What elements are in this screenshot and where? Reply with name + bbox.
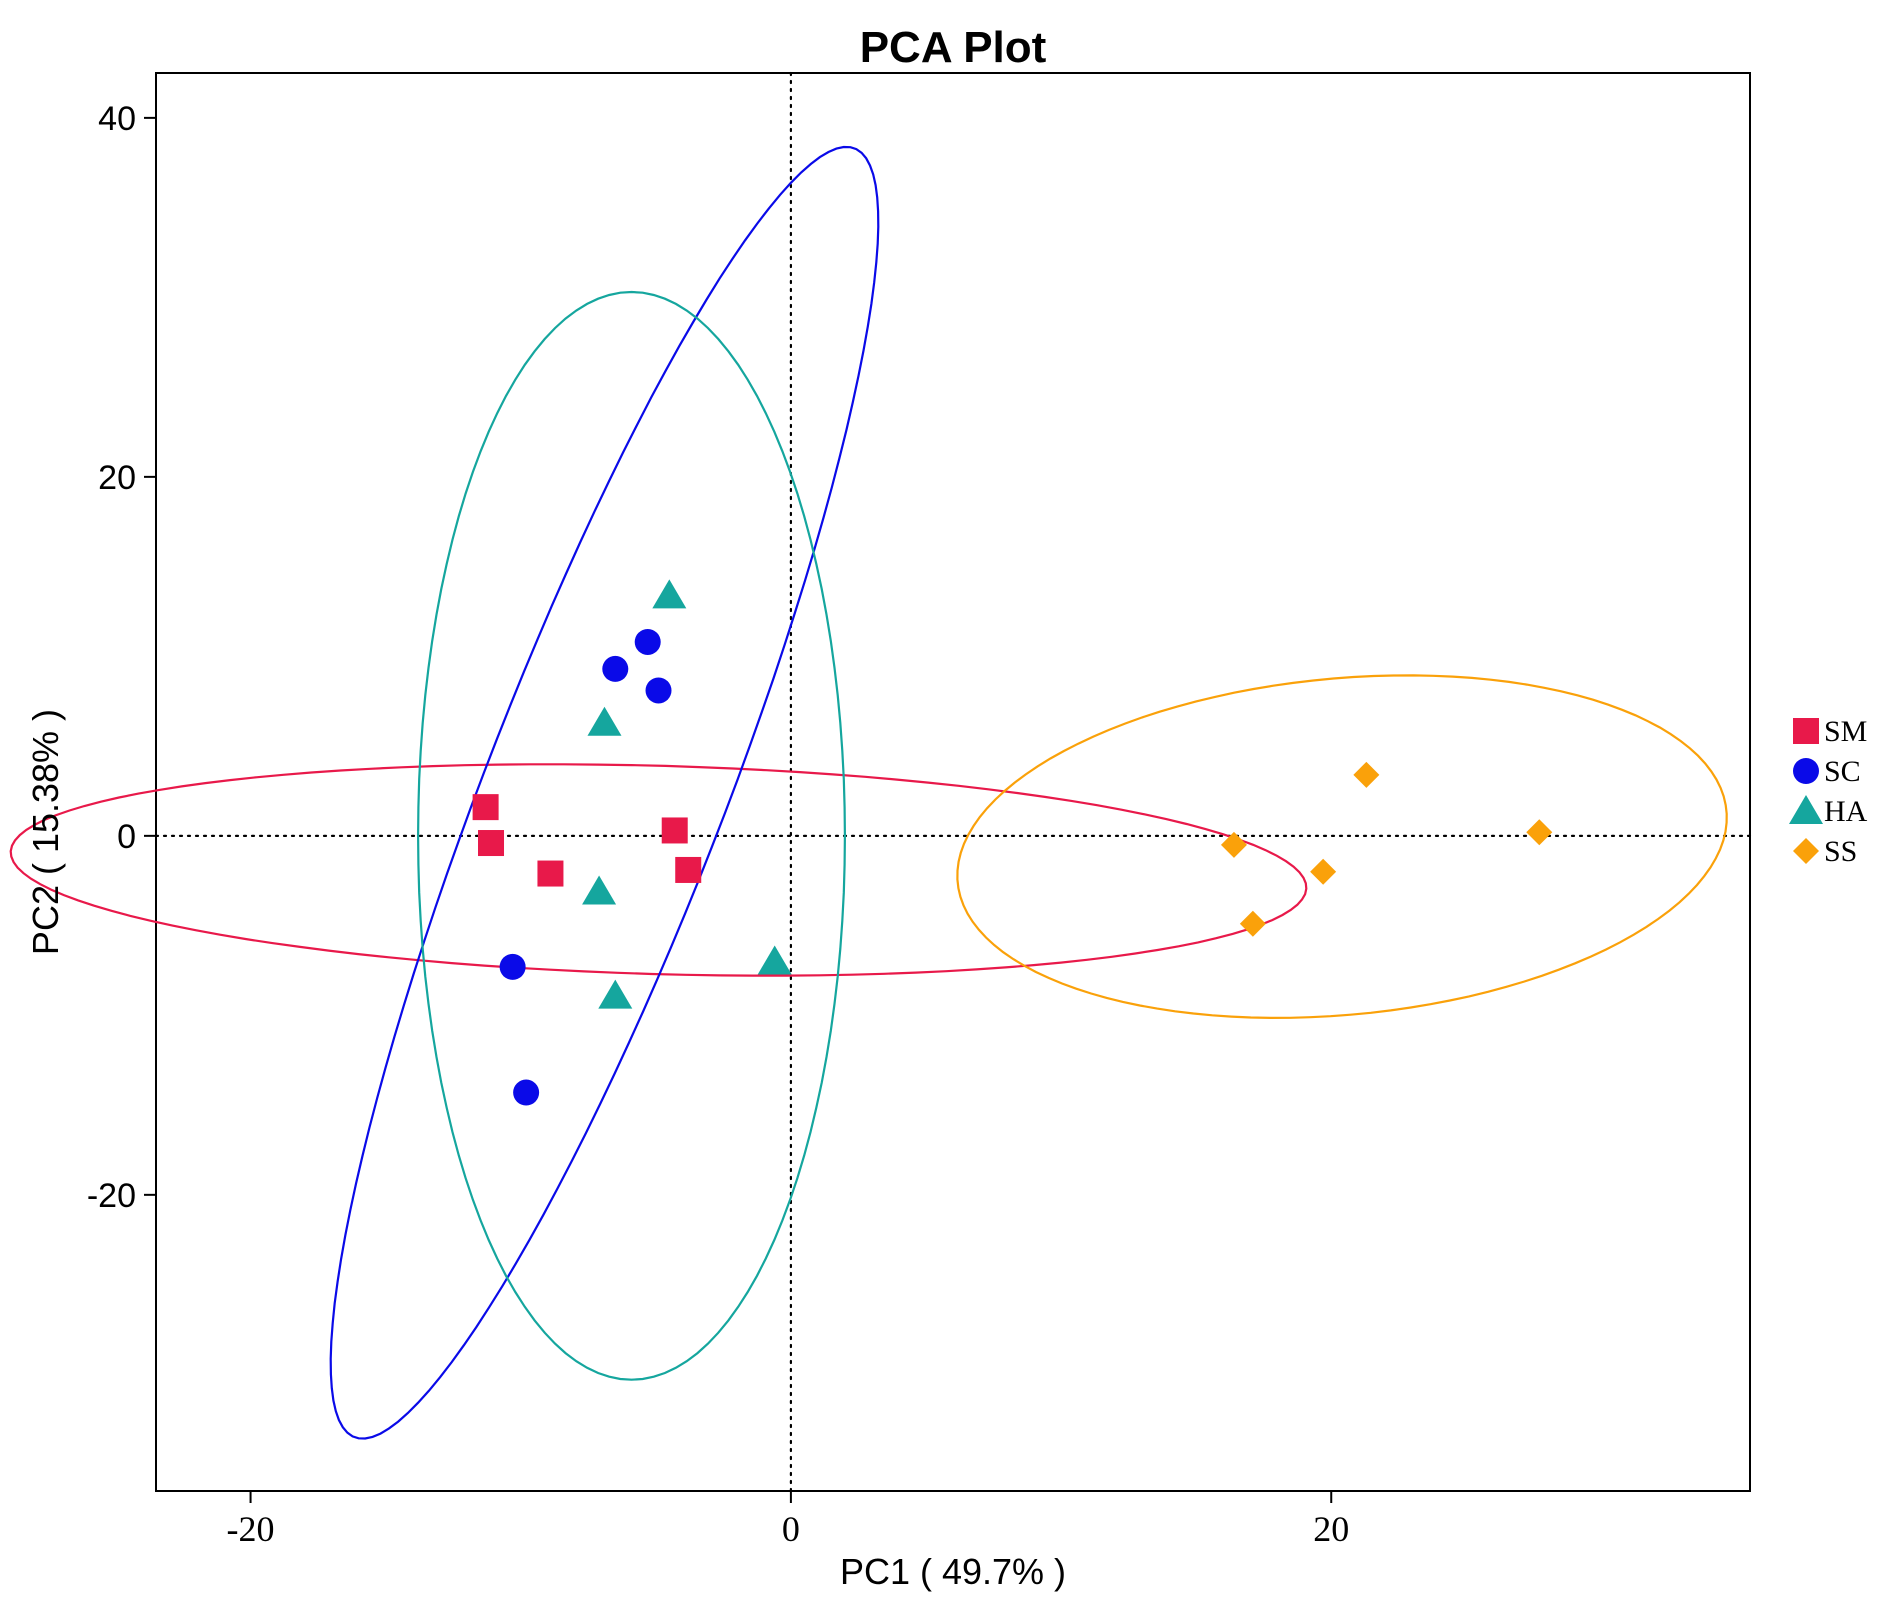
y-tick-label: 0	[117, 818, 136, 856]
data-point-ha	[757, 945, 792, 975]
data-point-sm	[675, 856, 702, 883]
data-point-ss	[1239, 910, 1266, 937]
x-tick-label: 0	[782, 1509, 800, 1549]
legend-marker-sm	[1793, 718, 1819, 744]
legend-label-ha: HA	[1824, 795, 1868, 828]
data-point-sm	[472, 794, 499, 821]
data-point-sm	[478, 830, 505, 857]
legend: SM SC HA SS	[1789, 715, 1868, 868]
data-point-sc	[602, 655, 629, 682]
y-tick-label: -20	[87, 1177, 136, 1215]
data-point-ha	[598, 979, 633, 1009]
data-point-sc	[645, 677, 672, 704]
data-point-ha	[587, 706, 622, 736]
confidence-ellipse-sm	[9, 763, 1308, 977]
data-point-ha	[652, 579, 687, 609]
data-point-sm	[537, 860, 564, 887]
y-axis-label: PC2 ( 15.38% )	[25, 709, 66, 955]
x-tick-label: -20	[227, 1509, 275, 1549]
x-axis-label: PC1 ( 49.7% )	[840, 1551, 1066, 1592]
legend-marker-ss	[1793, 838, 1819, 864]
confidence-ellipse-ha	[416, 290, 847, 1381]
legend-marker-ha	[1789, 795, 1823, 824]
plot-frame	[155, 72, 1751, 1492]
data-point-ss	[1220, 831, 1247, 858]
chart-title: PCA Plot	[860, 23, 1047, 72]
data-point-ss	[1310, 858, 1337, 885]
legend-label-sm: SM	[1824, 715, 1867, 748]
y-tick-label: 20	[98, 459, 136, 497]
legend-label-ss: SS	[1824, 835, 1857, 868]
data-point-sm	[661, 817, 688, 844]
confidence-ellipse-sc	[329, 145, 880, 1440]
y-tick-label: 40	[98, 100, 136, 138]
confidence-ellipse-ss	[956, 674, 1728, 1020]
legend-label-sc: SC	[1824, 755, 1861, 788]
data-point-sc	[499, 953, 526, 980]
legend-marker-sc	[1793, 758, 1819, 784]
data-point-ha	[582, 875, 617, 905]
data-point-sc	[634, 628, 661, 655]
x-tick-label: 20	[1313, 1509, 1349, 1549]
data-point-ss	[1353, 761, 1380, 788]
data-point-ss	[1526, 819, 1553, 846]
data-point-sc	[513, 1079, 540, 1106]
